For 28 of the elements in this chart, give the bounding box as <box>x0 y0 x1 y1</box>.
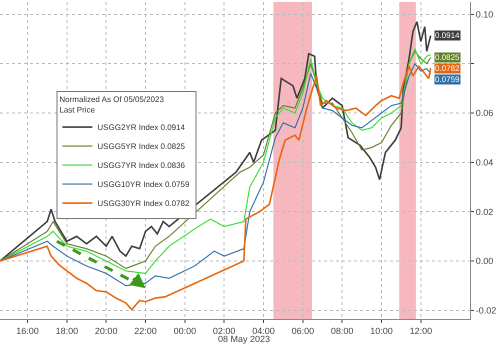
x-tick-label: 18:00 <box>56 326 78 336</box>
legend-label: USGG7YR Index 0.0836 <box>97 161 186 170</box>
legend-title: Normalized As Of 05/05/2023 Last Price <box>59 95 164 115</box>
data-label: 0.0759 <box>435 75 460 84</box>
x-tick-label: 20:00 <box>94 326 118 336</box>
x-tick-label: 12:00 <box>410 326 432 336</box>
x-tick-label: 16:00 <box>16 326 39 336</box>
x-tick-label: 10:00 <box>370 326 393 336</box>
x-tick-label: 22:00 <box>134 326 157 336</box>
data-label: 0.0782 <box>435 64 460 73</box>
x-tick-label: 06:00 <box>292 326 314 336</box>
y-tick-label: -0.02 <box>476 306 496 316</box>
legend-label: USGG2YR Index 0.0914 <box>97 123 186 132</box>
x-tick-label: 00:00 <box>174 326 196 336</box>
data-label: 0.0914 <box>435 31 460 40</box>
y-tick-label: 0.00 <box>476 256 494 266</box>
legend-label: USGG30YR Index 0.0782 <box>97 199 190 208</box>
x-tick-label: 02:00 <box>212 326 236 336</box>
x-tick-label: 04:00 <box>252 326 275 336</box>
data-label: 0.0825 <box>435 53 460 62</box>
y-tick-label: 0.04 <box>476 158 494 168</box>
legend-label: USGG10YR Index 0.0759 <box>97 180 190 190</box>
text: 08 May 2023 <box>218 334 270 344</box>
y-tick-label: 0.02 <box>476 206 494 217</box>
y-tick-label: 0.10 <box>476 9 494 20</box>
legend-label: USGG5YR Index 0.0825 <box>97 142 186 152</box>
x-tick-label: 08:00 <box>330 326 354 336</box>
y-tick-label: 0.06 <box>476 108 494 118</box>
